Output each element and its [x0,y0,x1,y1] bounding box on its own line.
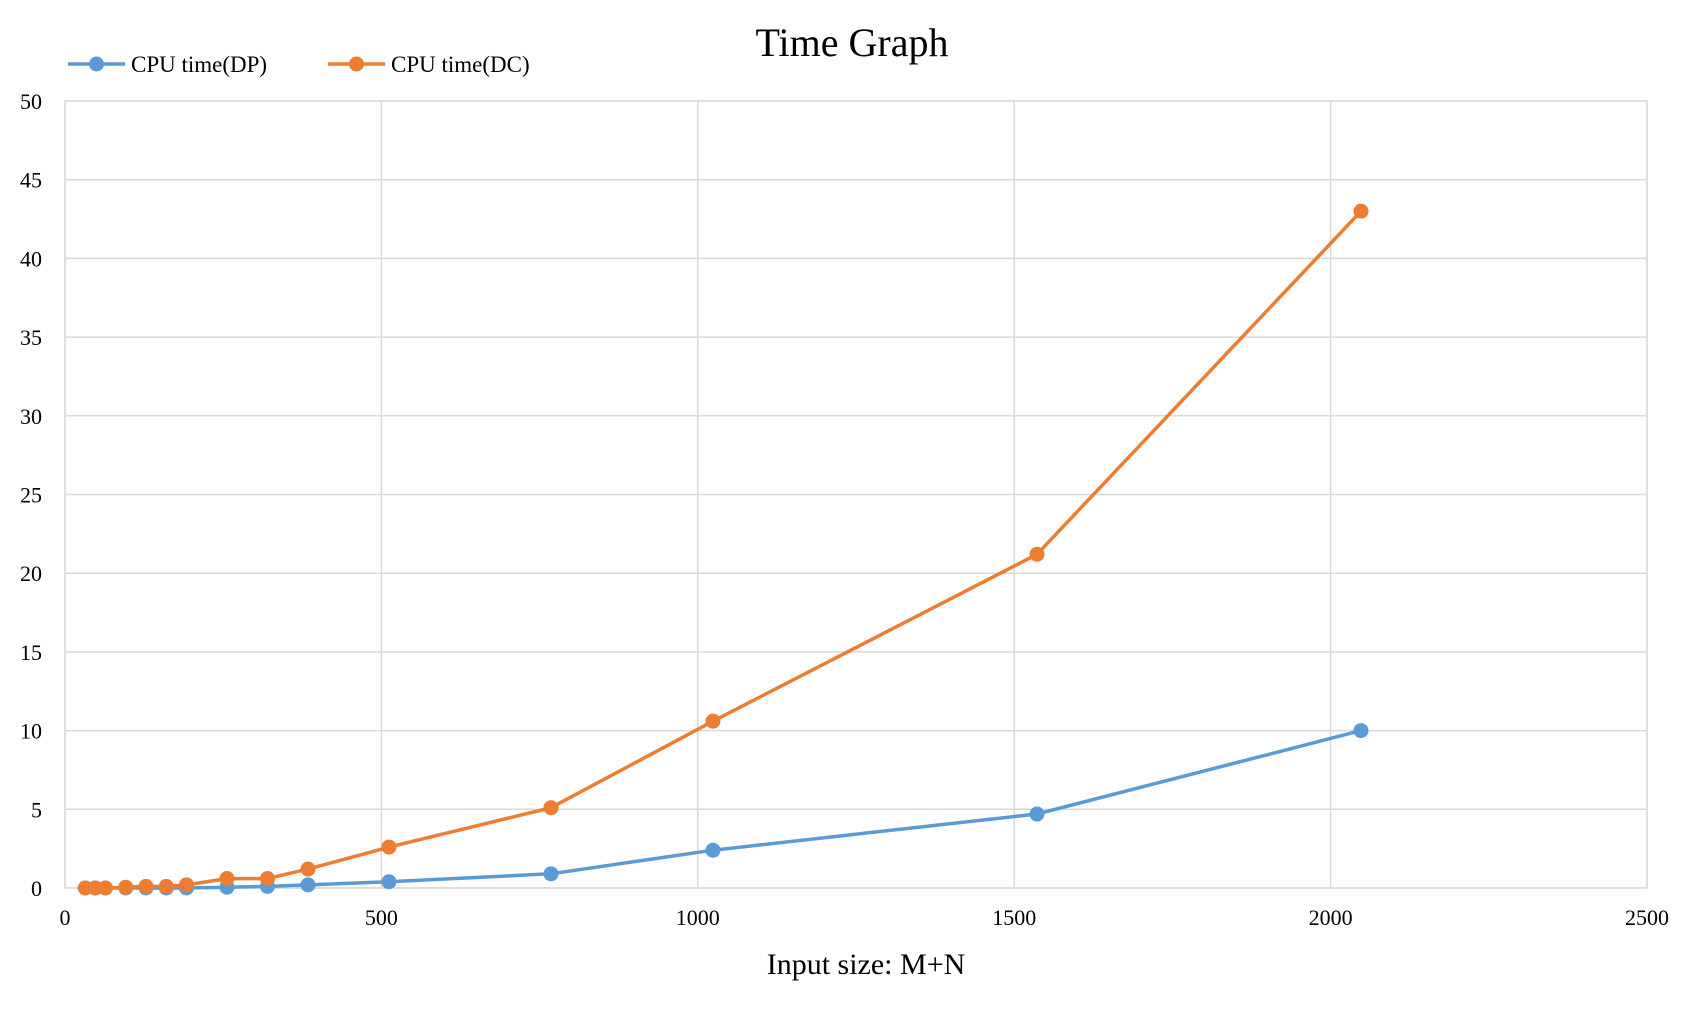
y-tick-label: 50 [20,89,42,114]
x-tick-label: 2000 [1309,905,1353,930]
x-tick-label: 1500 [992,905,1036,930]
data-point [259,871,275,887]
data-point [219,871,235,887]
y-tick-label: 35 [20,325,42,350]
chart-title: Time Graph [756,20,949,65]
data-point [543,866,559,882]
y-tick-label: 10 [20,719,42,744]
x-axis-label: Input size: M+N [767,948,966,981]
data-point [138,878,154,894]
legend-item: CPU time(DP) [68,52,267,77]
data-point [543,800,559,816]
data-point [381,839,397,855]
data-point [178,877,194,893]
legend-item: CPU time(DC) [328,52,530,77]
gridlines [64,100,1648,889]
legend-label: CPU time(DC) [391,52,530,77]
data-point [705,713,721,729]
data-point [158,878,174,894]
plot-frame [64,100,1648,889]
data-point [300,877,316,893]
data-point [300,861,316,877]
data-point [118,879,134,895]
legend-marker [89,56,104,72]
series-line [85,209,1363,890]
data-point [1029,546,1045,562]
legend: CPU time(DP) CPU time(DC) [68,52,530,77]
data-point [97,880,113,896]
y-tick-label: 40 [20,246,42,271]
x-tick-label: 2500 [1625,905,1669,930]
y-tick-label: 15 [20,640,42,665]
y-tick-label: 30 [20,404,42,429]
series-2 [77,203,1369,896]
y-tick-label: 0 [31,876,42,901]
data-point [1029,806,1045,822]
data-point [705,842,721,858]
x-tick-label: 500 [365,905,398,930]
data-point [1353,203,1369,219]
y-tick-label: 45 [20,168,42,193]
x-tick-label: 0 [60,905,71,930]
x-tick-label: 1000 [676,905,720,930]
y-tick-label: 5 [31,797,42,822]
legend-label: CPU time(DP) [131,52,267,77]
series-layer [77,203,1369,896]
legend-marker [349,56,364,72]
data-point [381,874,397,890]
data-point [1353,723,1369,739]
y-tick-label: 20 [20,561,42,586]
y-tick-label: 25 [20,483,42,508]
